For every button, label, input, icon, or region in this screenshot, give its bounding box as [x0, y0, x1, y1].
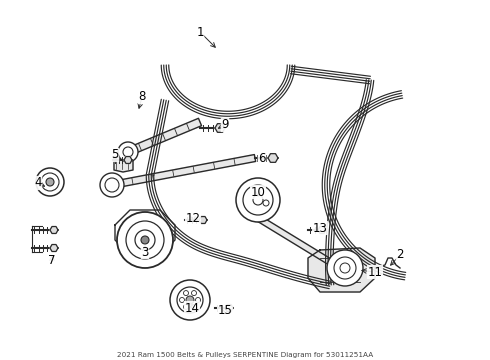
Circle shape [334, 257, 356, 279]
Text: 11: 11 [368, 266, 383, 279]
Circle shape [186, 296, 194, 304]
Circle shape [263, 200, 269, 206]
Circle shape [179, 297, 185, 302]
Text: 6: 6 [258, 152, 266, 165]
Circle shape [177, 287, 203, 313]
Text: 10: 10 [250, 185, 266, 198]
Circle shape [340, 263, 350, 273]
Circle shape [183, 305, 189, 310]
Polygon shape [124, 157, 132, 163]
Circle shape [135, 230, 155, 250]
Text: 7: 7 [48, 253, 56, 266]
Text: 13: 13 [313, 221, 327, 234]
Polygon shape [318, 226, 326, 234]
Polygon shape [199, 216, 207, 224]
Circle shape [170, 280, 210, 320]
Circle shape [141, 236, 149, 244]
Circle shape [236, 178, 280, 222]
Text: 2: 2 [396, 248, 404, 261]
Text: 3: 3 [141, 246, 148, 258]
Polygon shape [114, 157, 133, 172]
Text: 12: 12 [186, 211, 200, 225]
Polygon shape [126, 118, 201, 156]
Text: 15: 15 [218, 303, 232, 316]
Polygon shape [225, 305, 233, 311]
Text: 14: 14 [185, 302, 199, 315]
Polygon shape [115, 210, 175, 255]
Circle shape [192, 305, 196, 310]
Polygon shape [50, 226, 58, 234]
Circle shape [192, 291, 196, 296]
Text: 1: 1 [196, 26, 204, 39]
Circle shape [46, 178, 54, 186]
Circle shape [253, 195, 263, 205]
Circle shape [183, 291, 189, 296]
Polygon shape [252, 218, 341, 265]
Circle shape [123, 147, 133, 157]
Polygon shape [111, 154, 256, 188]
Circle shape [41, 173, 59, 191]
Polygon shape [50, 244, 58, 252]
Circle shape [105, 178, 119, 192]
Circle shape [243, 185, 273, 215]
Text: 8: 8 [138, 90, 146, 104]
Text: 2021 Ram 1500 Belts & Pulleys SERPENTINE Diagram for 53011251AA: 2021 Ram 1500 Belts & Pulleys SERPENTINE… [117, 352, 373, 358]
Circle shape [36, 168, 64, 196]
Text: 5: 5 [111, 148, 119, 162]
Circle shape [327, 250, 363, 286]
Polygon shape [215, 124, 225, 132]
Polygon shape [268, 154, 278, 162]
Circle shape [118, 142, 138, 162]
Circle shape [126, 221, 164, 259]
Polygon shape [308, 248, 375, 292]
Circle shape [117, 212, 173, 268]
Circle shape [196, 297, 200, 302]
Text: 4: 4 [34, 176, 42, 189]
Text: 9: 9 [221, 118, 229, 131]
Circle shape [100, 173, 124, 197]
